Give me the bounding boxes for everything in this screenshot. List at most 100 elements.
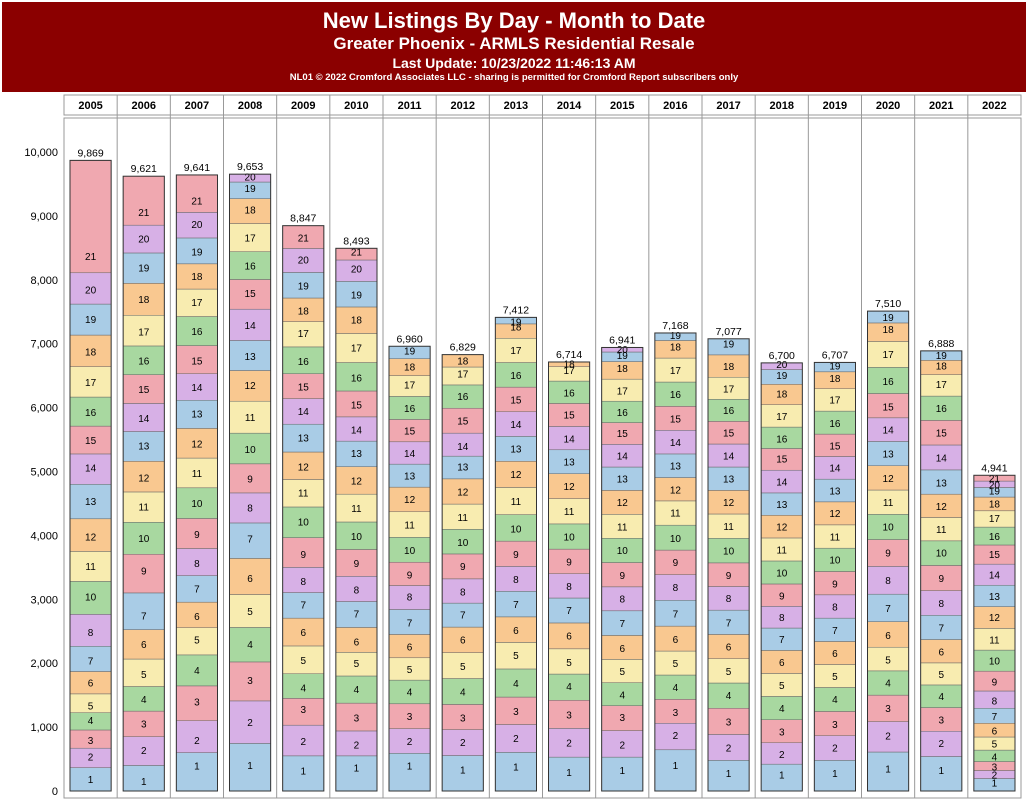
bar-segment: [441, 678, 484, 705]
bar-segment: [495, 724, 537, 753]
day-label: 7: [885, 604, 891, 615]
bar-outline: [867, 310, 910, 792]
bar-segment: [654, 625, 697, 652]
day-label: 16: [298, 357, 310, 368]
bar-segment: [69, 551, 112, 582]
day-label: 1: [938, 766, 944, 777]
day-label: 2: [619, 740, 625, 751]
bar-segment: [495, 436, 537, 462]
day-label: 17: [829, 395, 841, 406]
bar-segment: [920, 420, 963, 446]
day-label: 7: [566, 606, 572, 617]
bar-segment: [920, 469, 963, 495]
day-label: 12: [883, 474, 895, 485]
day-label: 11: [723, 522, 734, 533]
day-label: 13: [85, 497, 97, 508]
day-label: 10: [829, 556, 841, 567]
day-label: 10: [245, 445, 257, 456]
day-label: 17: [351, 344, 363, 355]
bar-segment: [282, 346, 325, 374]
day-label: 3: [300, 705, 306, 716]
day-label: 8: [673, 583, 679, 594]
day-label: 5: [88, 701, 94, 712]
day-label: 16: [510, 371, 522, 382]
bar-outline: [69, 159, 112, 792]
day-label: 2: [300, 737, 306, 748]
day-label: 13: [989, 592, 1001, 603]
bar-segment: [441, 407, 484, 434]
day-label: 18: [351, 315, 363, 326]
day-label: 21: [191, 197, 203, 208]
day-label: 4: [992, 752, 998, 763]
bar-segment: [495, 514, 537, 542]
day-label: 13: [245, 352, 257, 363]
day-label: 9: [300, 550, 306, 561]
total-label: 6,707: [822, 349, 848, 361]
bar-outline: [813, 361, 856, 792]
day-label: 5: [619, 667, 625, 678]
chart-subtitle: Greater Phoenix - ARMLS Residential Resa…: [333, 34, 695, 53]
day-label: 11: [458, 513, 469, 524]
day-label: 1: [513, 763, 519, 774]
day-label: 12: [723, 498, 735, 509]
bar-segment: [229, 251, 271, 280]
bar-segment: [122, 175, 165, 226]
day-label: 15: [351, 400, 363, 411]
bar-segment: [548, 573, 590, 599]
day-label: 1: [300, 767, 306, 778]
day-label: 6: [88, 678, 94, 689]
total-label: 8,847: [290, 213, 316, 225]
day-label: 2: [938, 739, 944, 750]
x-category-label: 2021: [929, 100, 953, 112]
day-label: 7: [938, 623, 944, 634]
day-label: 11: [670, 508, 681, 519]
day-label: 3: [673, 708, 679, 719]
bar-segment: [707, 734, 750, 761]
day-label: 2: [992, 770, 998, 781]
day-label: 19: [776, 371, 788, 382]
title-banner: New Listings By Day - Month to Date Grea…: [2, 2, 1026, 92]
day-label: 18: [138, 295, 150, 306]
day-label: 2: [885, 731, 891, 742]
day-label: 9: [247, 475, 253, 486]
day-label: 10: [776, 568, 788, 579]
day-label: 17: [404, 381, 416, 392]
day-label: 4: [832, 695, 838, 706]
total-label: 7,168: [662, 320, 688, 332]
day-label: 3: [566, 710, 572, 721]
day-label: 17: [617, 386, 629, 397]
bar-segment: [229, 700, 271, 744]
bar-segment: [548, 473, 590, 499]
bar-segment: [867, 489, 909, 515]
day-label: 4: [673, 683, 679, 694]
day-label: 5: [726, 667, 732, 678]
bar-segment: [335, 390, 378, 418]
bar-segment: [122, 224, 165, 254]
day-label: 17: [298, 329, 310, 340]
bar-segment: [867, 721, 909, 753]
day-label: 14: [989, 570, 1001, 581]
day-label: 18: [510, 322, 522, 333]
bar-segment: [335, 675, 378, 704]
day-label: 17: [776, 412, 788, 423]
bar-outline: [441, 354, 484, 792]
day-label: 19: [298, 282, 310, 293]
bar-segment: [69, 366, 112, 398]
day-label: 10: [617, 546, 629, 557]
x-category-label: 2015: [610, 100, 634, 112]
day-label: 11: [936, 525, 947, 536]
day-label: 21: [989, 474, 1001, 485]
day-label: 9: [779, 591, 785, 602]
day-label: 20: [989, 480, 1001, 491]
bar-segment: [122, 592, 165, 630]
day-label: 13: [829, 487, 841, 498]
x-category-label: 2014: [557, 100, 582, 112]
day-label: 8: [407, 593, 413, 604]
day-label: 12: [85, 533, 97, 544]
bar-segment: [69, 334, 112, 367]
y-tick-label: 0: [52, 786, 58, 798]
bar-segment: [69, 303, 112, 336]
bar-segment: [176, 627, 218, 656]
day-label: 17: [670, 366, 682, 377]
day-label: 17: [883, 350, 895, 361]
